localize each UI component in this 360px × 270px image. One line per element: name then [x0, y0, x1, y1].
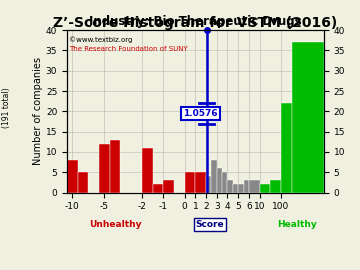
Text: Healthy: Healthy	[277, 220, 317, 229]
Text: Score: Score	[195, 220, 224, 229]
Bar	[110, 140, 121, 193]
Text: The Research Foundation of SUNY: The Research Foundation of SUNY	[69, 46, 188, 52]
Bar	[153, 184, 163, 193]
Bar	[222, 172, 228, 193]
Bar	[270, 180, 281, 193]
Bar	[99, 144, 110, 193]
Bar	[260, 184, 270, 193]
Bar	[185, 172, 195, 193]
Bar	[292, 42, 324, 193]
Bar	[142, 148, 153, 193]
Bar	[233, 184, 238, 193]
Bar	[228, 180, 233, 193]
Title: Z’-Score Histogram for VSTM (2016): Z’-Score Histogram for VSTM (2016)	[53, 16, 338, 30]
Bar	[243, 180, 249, 193]
Text: Industry: Bio Therapeutic Drugs: Industry: Bio Therapeutic Drugs	[89, 15, 302, 28]
Bar	[238, 184, 243, 193]
Y-axis label: Number of companies: Number of companies	[33, 57, 43, 165]
Bar	[67, 160, 78, 193]
Bar	[211, 160, 217, 193]
Bar	[217, 168, 222, 193]
Bar	[195, 172, 206, 193]
Text: 1.0576: 1.0576	[183, 109, 217, 118]
Text: ©www.textbiz.org: ©www.textbiz.org	[69, 36, 132, 43]
Bar	[206, 176, 211, 193]
Text: (191 total): (191 total)	[2, 88, 11, 128]
Bar	[78, 172, 89, 193]
Text: Unhealthy: Unhealthy	[89, 220, 141, 229]
Bar	[249, 180, 260, 193]
Bar	[281, 103, 292, 193]
Bar	[163, 180, 174, 193]
